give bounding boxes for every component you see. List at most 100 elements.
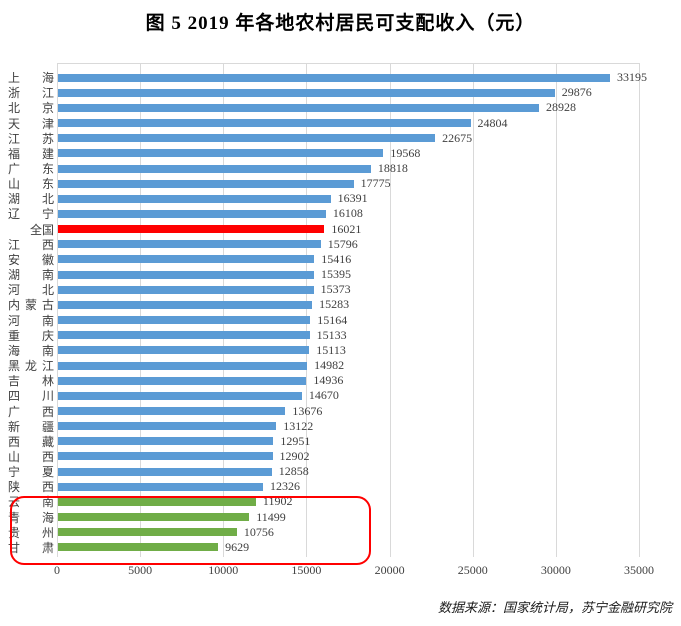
- x-axis-tick-label: 10000: [208, 563, 239, 577]
- bar-blue: [58, 407, 286, 416]
- chart-title: 图 5 2019 年各地农村居民可支配收入（元）: [145, 13, 536, 34]
- bar-blue: [58, 270, 314, 279]
- chart-row: 北京 28928: [0, 100, 681, 115]
- category-label: 天津: [8, 116, 54, 131]
- chart-row: 四川 14670: [0, 388, 681, 403]
- bar-green: [58, 497, 256, 506]
- gridline: [555, 63, 557, 557]
- category-label: 江西: [8, 237, 54, 252]
- chart-row: 江苏 22675: [0, 131, 681, 146]
- gridline: [389, 63, 391, 557]
- category-label: 广西: [8, 404, 54, 419]
- bar-blue: [58, 437, 274, 446]
- value-label: 33195: [617, 70, 647, 85]
- bar-blue: [58, 149, 384, 158]
- category-label: 宁夏: [8, 465, 54, 480]
- bar-blue: [58, 255, 315, 264]
- category-label: 广东: [8, 162, 54, 177]
- bar-blue: [58, 73, 610, 82]
- category-label: 陕西: [8, 480, 54, 495]
- value-label: 17775: [360, 176, 391, 191]
- category-label: 海南: [8, 343, 54, 358]
- chart-row: 广西 13676: [0, 403, 681, 419]
- value-label: 19568: [390, 145, 421, 160]
- bar-blue: [58, 376, 307, 385]
- x-axis-tick-label: 30000: [540, 563, 571, 577]
- category-label: 福建: [8, 146, 54, 161]
- bar-blue: [58, 452, 273, 461]
- value-label: 16021: [331, 221, 362, 236]
- value-label: 28928: [546, 100, 576, 115]
- value-label: 9629: [225, 539, 250, 554]
- bar-blue: [58, 482, 263, 491]
- bar-green: [58, 528, 237, 537]
- bar-blue: [58, 422, 277, 431]
- category-label: 上海: [8, 71, 54, 86]
- category-label: 黑龙江: [8, 359, 54, 374]
- chart-row: 山西 12902: [0, 449, 681, 464]
- gridline: [472, 63, 474, 557]
- bar-blue: [58, 285, 314, 294]
- gridline: [57, 63, 58, 557]
- bar-blue: [58, 103, 539, 112]
- bar-blue: [58, 467, 272, 476]
- category-label: 河北: [8, 283, 54, 298]
- value-label: 13676: [292, 403, 323, 418]
- x-axis-tick-label: 25000: [457, 563, 488, 577]
- category-label: 安徽: [8, 252, 54, 267]
- bar-blue: [58, 119, 471, 128]
- value-label: 15416: [321, 251, 352, 266]
- category-label: 内蒙古: [8, 298, 54, 313]
- value-label: 12951: [280, 433, 311, 448]
- category-label: 山西: [8, 449, 54, 464]
- value-label: 15164: [317, 312, 348, 327]
- value-label: 12326: [270, 479, 300, 494]
- chart-row: 宁夏 12858: [0, 464, 681, 479]
- chart-row: 浙江 29876: [0, 85, 681, 100]
- chart-row: 上海 33195: [0, 70, 681, 85]
- chart-row: 重庆 15133: [0, 328, 681, 343]
- gridline: [306, 63, 308, 557]
- value-label: 16391: [337, 191, 368, 206]
- chart-row: 吉林 14936: [0, 373, 681, 388]
- value-label: 11902: [262, 494, 293, 509]
- bar-blue: [58, 316, 311, 325]
- category-label: 贵州: [8, 525, 54, 540]
- bar-blue: [58, 240, 321, 249]
- value-label: 11499: [256, 509, 286, 524]
- gridline: [639, 63, 640, 557]
- category-label: 新疆: [8, 419, 54, 434]
- data-source-note: 数据来源：国家统计局，苏宁金融研究院: [437, 600, 672, 615]
- x-axis-tick-label: 0: [54, 563, 60, 577]
- category-label: 北京: [8, 101, 54, 116]
- category-label: 河南: [8, 313, 54, 328]
- chart-row: 海南 15113: [0, 343, 681, 358]
- value-label: 15395: [321, 267, 351, 282]
- category-label: 湖北: [8, 192, 54, 207]
- category-label: 山东: [8, 177, 54, 192]
- bar-blue: [58, 164, 371, 173]
- category-label: 浙江: [8, 86, 54, 101]
- category-label: 全国: [29, 222, 54, 237]
- chart-row: 西藏 12951: [0, 434, 681, 449]
- category-label: 四川: [8, 389, 54, 404]
- chart-row: 辽宁 16108: [0, 206, 681, 221]
- chart-row: 福建 19568: [0, 146, 681, 161]
- bar-blue: [58, 88, 555, 97]
- chart-row: 湖南 15395: [0, 267, 681, 282]
- bar-blue: [58, 209, 326, 218]
- value-label: 24804: [477, 115, 508, 130]
- category-label: 吉林: [8, 374, 54, 389]
- value-label: 29876: [561, 85, 592, 100]
- chart-row: 甘肃 9629: [0, 540, 681, 555]
- bar-blue: [58, 300, 313, 309]
- value-label: 10756: [243, 524, 274, 539]
- value-label: 18818: [377, 161, 408, 176]
- x-axis-tick-label: 20000: [374, 563, 405, 577]
- gridline: [223, 63, 225, 557]
- value-label: 15113: [316, 342, 346, 357]
- category-label: 西藏: [8, 434, 54, 449]
- chart-row: 全国 16021: [0, 222, 681, 237]
- chart-row: 湖北 16391: [0, 191, 681, 206]
